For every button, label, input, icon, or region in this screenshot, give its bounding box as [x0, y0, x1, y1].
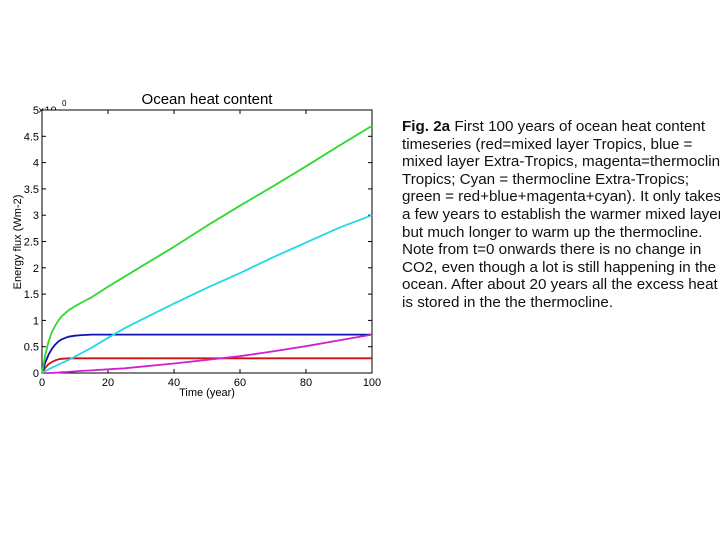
series-line-0 [41, 357, 372, 374]
y-tick-label: 0.5 [24, 342, 39, 354]
y-axis-exponent: 0 [62, 99, 67, 108]
chart-title: Ocean heat content [142, 91, 274, 108]
x-tick-label: 0 [39, 377, 45, 389]
series-line-1 [41, 333, 372, 374]
x-tick-label: 100 [363, 377, 381, 389]
y-tick-label: 2 [33, 263, 39, 275]
y-tick-label: 5 [33, 105, 39, 117]
x-tick-label: 60 [234, 377, 246, 389]
caption-label: Fig. 2a [402, 118, 451, 135]
figure-caption: Fig. 2a First 100 years of ocean heat co… [402, 118, 720, 312]
y-tick-label: 0 [33, 368, 39, 380]
x-tick-label: 80 [300, 377, 312, 389]
y-axis-label: Energy flux (Wm-2) [12, 195, 24, 290]
series-line-3 [41, 214, 373, 374]
axis-ticks: 0 20 40 60 80 100 0 0.5 1 1.5 2 2.5 3 3.5 4 4.5 5 [24, 105, 381, 389]
series-line-2 [42, 333, 373, 374]
x-axis-label: Time (year) [179, 387, 235, 399]
y-tick-label: 3.5 [24, 184, 39, 196]
series-lines [41, 125, 373, 374]
plot-area [41, 109, 373, 374]
y-tick-label: 1.5 [24, 289, 39, 301]
y-tick-label: 3 [33, 210, 39, 222]
x-tick-label: 20 [102, 377, 114, 389]
series-line-4 [41, 125, 373, 374]
y-tick-label: 2.5 [24, 237, 39, 249]
caption-text: First 100 years of ocean heat content ti… [402, 118, 720, 311]
y-tick-label: 4 [33, 158, 39, 170]
y-tick-label: 1 [33, 315, 39, 327]
y-tick-label: 4.5 [24, 131, 39, 143]
x-tick-label: 40 [168, 377, 180, 389]
